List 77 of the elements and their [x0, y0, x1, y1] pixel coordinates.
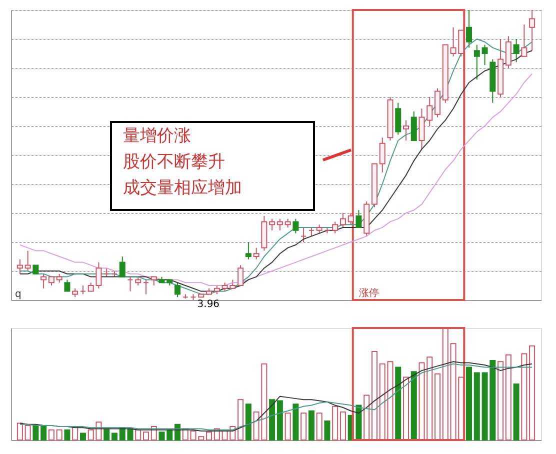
bar — [316, 412, 322, 440]
candlestick — [521, 24, 528, 57]
bar — [48, 429, 54, 440]
bar — [16, 422, 23, 440]
bar — [40, 426, 47, 440]
bar — [505, 354, 512, 440]
bar — [442, 328, 448, 440]
candlestick — [410, 111, 417, 141]
bar — [64, 429, 70, 440]
candlestick — [513, 38, 520, 63]
bar — [513, 384, 520, 440]
candlestick — [505, 36, 512, 68]
bar — [300, 412, 307, 440]
bar — [340, 412, 346, 440]
annotation: 3.96 — [197, 299, 220, 310]
bar — [206, 432, 212, 440]
bar — [276, 400, 283, 440]
bar — [395, 366, 402, 440]
bar — [410, 371, 417, 440]
candlestick — [356, 210, 362, 228]
candlestick — [245, 242, 252, 260]
candlestick — [466, 10, 472, 48]
candlestick — [127, 276, 134, 292]
bar — [434, 373, 441, 440]
candlestick — [395, 102, 402, 136]
bar — [24, 424, 31, 440]
annotation: 量增价涨 — [123, 126, 191, 146]
bar — [529, 345, 536, 440]
candlestick — [143, 279, 149, 295]
bar — [466, 366, 472, 440]
bar — [403, 376, 409, 440]
candlestick — [529, 10, 536, 52]
candlestick — [253, 247, 260, 260]
candlestick — [276, 218, 283, 231]
bar — [498, 361, 504, 440]
candlestick — [482, 44, 488, 66]
candlestick — [40, 273, 47, 289]
bar — [135, 429, 142, 440]
bar — [80, 432, 86, 440]
bar — [56, 429, 62, 440]
bar — [104, 428, 110, 440]
candlestick — [348, 212, 354, 226]
candlestick — [434, 88, 441, 118]
candlestick — [300, 227, 307, 242]
candlestick — [64, 279, 70, 292]
candlestick — [403, 120, 409, 141]
bar — [371, 351, 378, 440]
annotation: 股价不断攀升 — [123, 152, 225, 172]
bar — [245, 404, 252, 440]
bar — [356, 404, 362, 440]
candlestick — [332, 221, 338, 234]
candlestick — [238, 264, 244, 286]
bar — [332, 406, 338, 440]
candlestick — [269, 218, 276, 231]
bar — [324, 420, 330, 440]
candlestick — [474, 44, 480, 80]
bar — [521, 353, 528, 440]
candlestick — [379, 137, 386, 173]
candlestick — [119, 256, 126, 278]
bar — [32, 424, 39, 440]
bar — [111, 432, 118, 440]
candlestick — [292, 218, 299, 234]
bar — [308, 410, 314, 440]
bar — [364, 394, 370, 440]
bar — [474, 372, 480, 440]
annotation: 成交量相应增加 — [123, 178, 242, 198]
candlestick — [16, 258, 23, 274]
annotation: 涨停 — [358, 287, 379, 299]
annotation: q — [15, 289, 22, 300]
bar — [238, 399, 244, 440]
candlestick — [340, 212, 346, 228]
bar — [284, 412, 291, 440]
bar — [143, 432, 149, 440]
bar — [292, 404, 299, 440]
candlestick — [24, 250, 31, 272]
candlestick — [174, 282, 181, 298]
bar — [269, 399, 276, 440]
